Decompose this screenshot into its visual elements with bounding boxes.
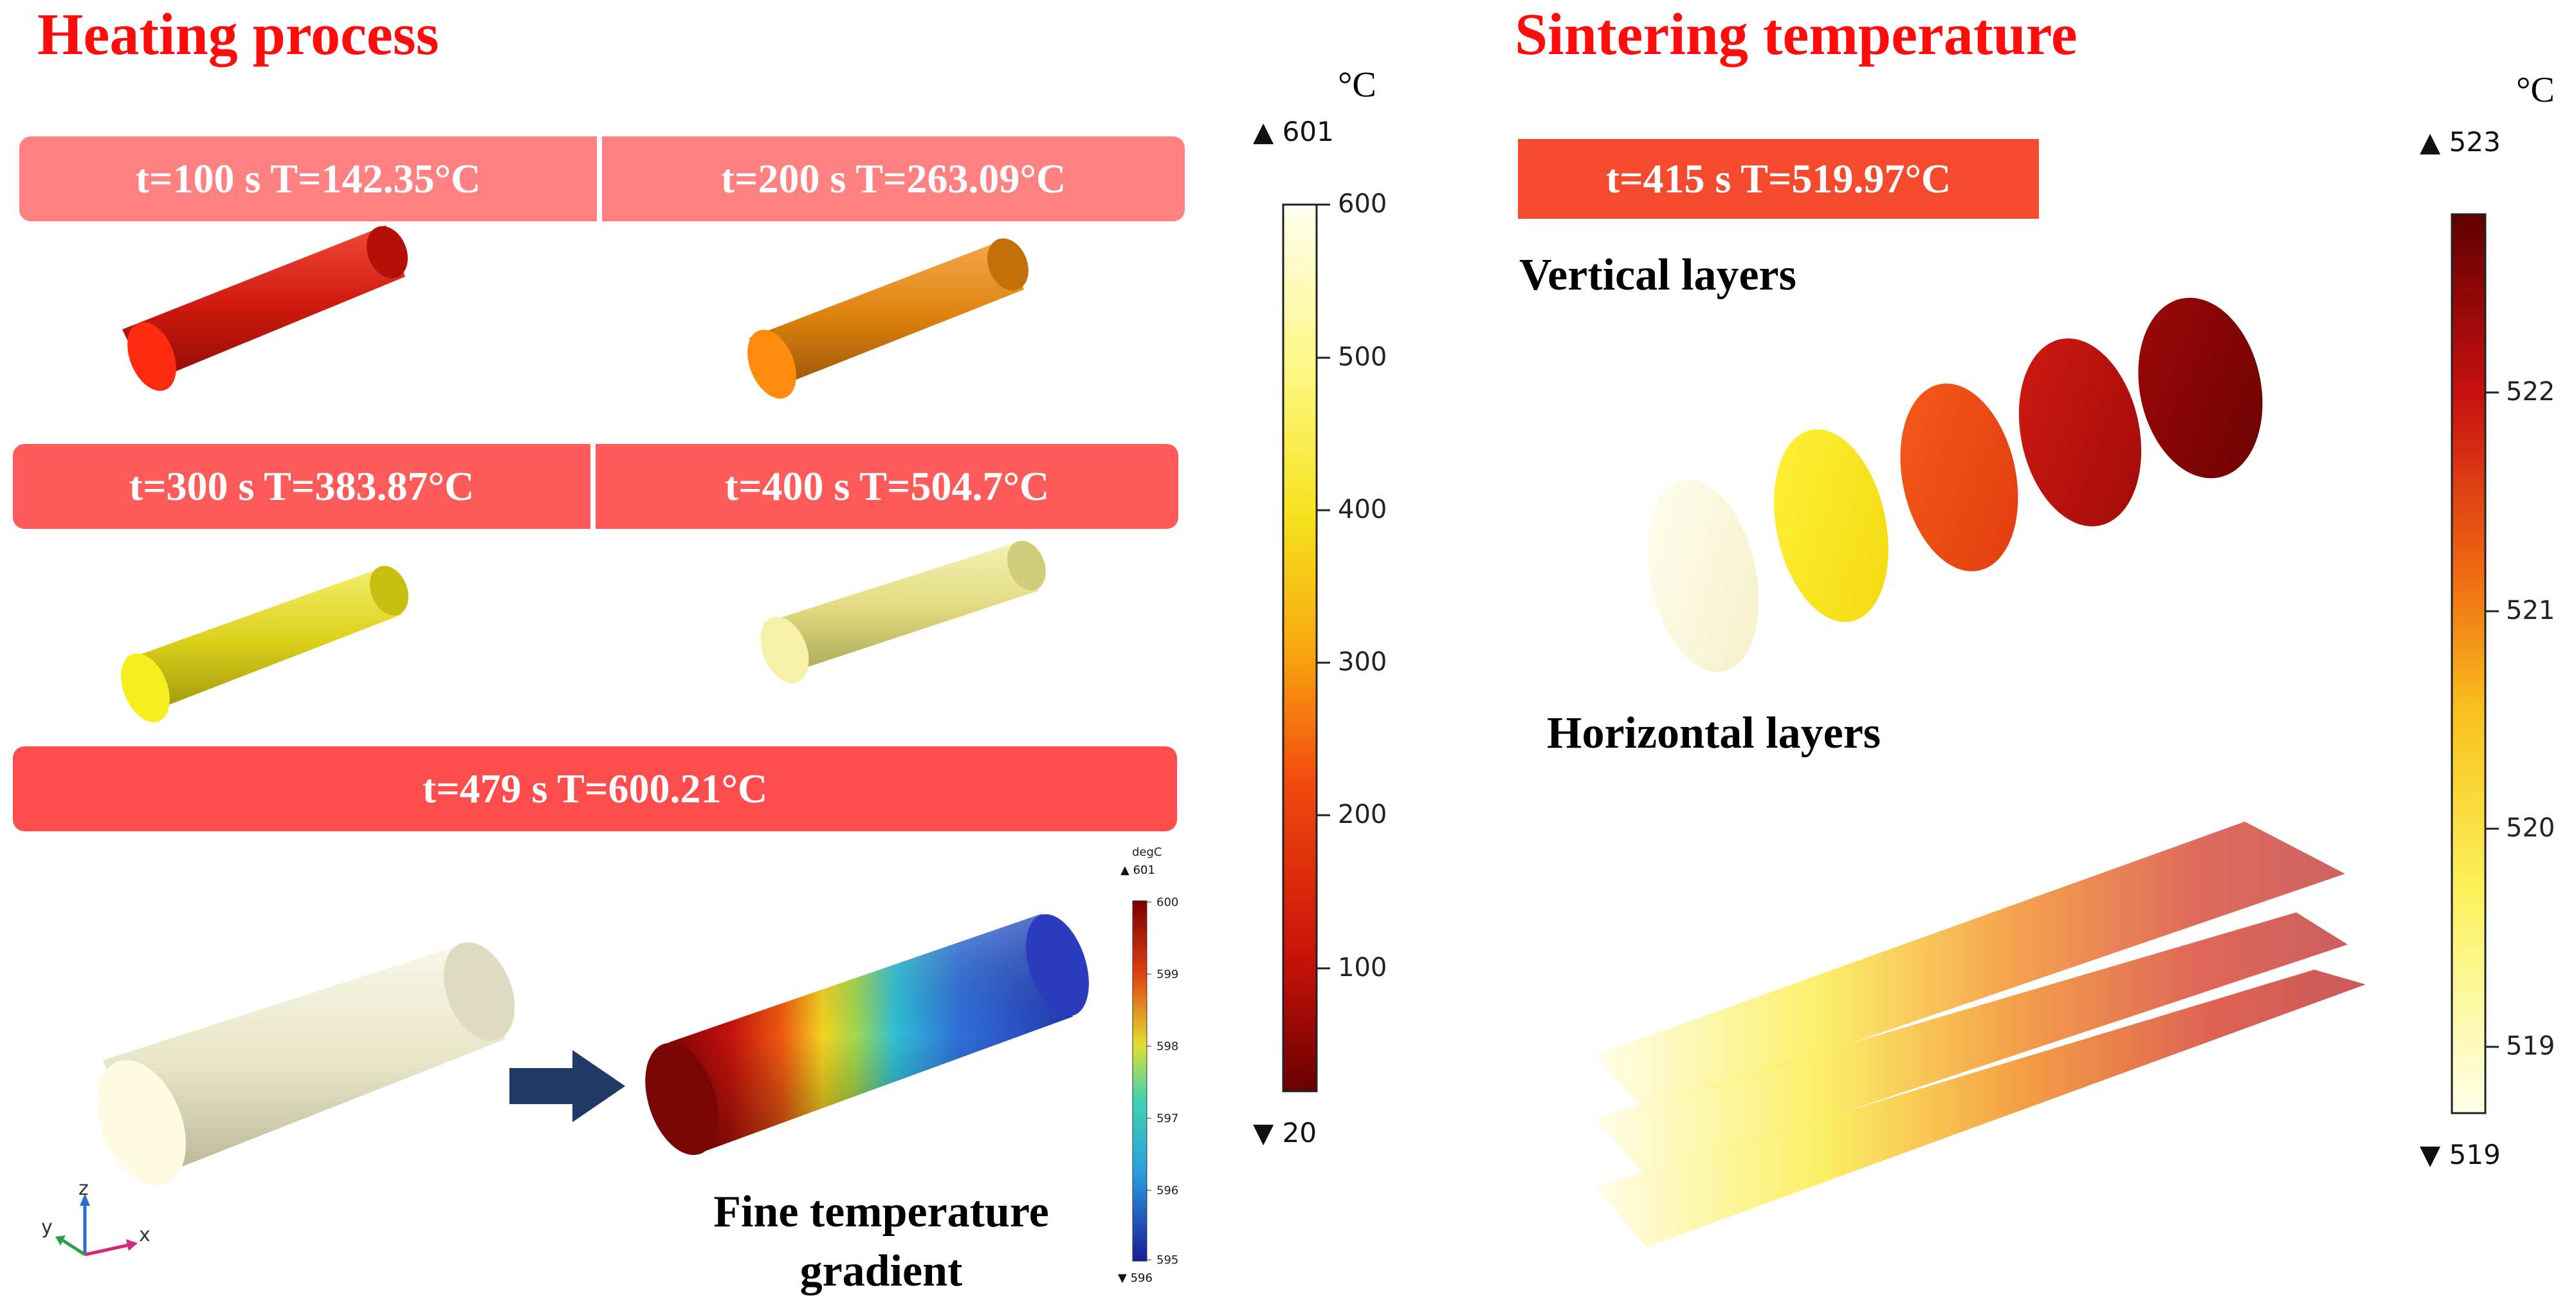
min-marker-icon: ▼ (2420, 1139, 2441, 1170)
heating-title: Heating process (37, 1, 439, 67)
rod-t200 (747, 238, 1028, 399)
vertical-layers-label: Vertical layers (1519, 250, 1796, 300)
small-tick-596: 596 (1156, 1184, 1179, 1197)
sintering-tick-520: 520 (2506, 813, 2555, 843)
heating-tick-400: 400 (1338, 495, 1387, 524)
sintering-title: Sintering temperature (1515, 1, 2078, 67)
heating-colorbar-unit: °C (1338, 65, 1376, 105)
sintering-colorbar (2451, 213, 2487, 1114)
label-box-t300: t=300 s T=383.87°C (13, 444, 590, 529)
vertical-layer-1 (1647, 479, 1759, 672)
heating-colorbar-min: ▼ 20 (1253, 1117, 1317, 1149)
sintering-colorbar-ticks (2485, 391, 2499, 1048)
heating-tick-300: 300 (1338, 647, 1387, 677)
gradient-caption: Fine temperature gradient (669, 1183, 1093, 1301)
vertical-layer-2 (1774, 429, 1888, 622)
vertical-layer-5 (2138, 297, 2263, 479)
heating-tick-600: 600 (1338, 189, 1387, 219)
sintering-tick-522: 522 (2506, 377, 2555, 407)
gradient-caption-line2: gradient (799, 1246, 963, 1296)
axis-x-label: x (139, 1224, 151, 1246)
sintering-colorbar-max: ▲ 523 (2420, 126, 2501, 158)
heating-tick-100: 100 (1338, 953, 1387, 982)
axis-y-label: y (41, 1216, 53, 1239)
horizontal-layers-label: Horizontal layers (1547, 708, 1881, 758)
sintering-colorbar-min: ▼ 519 (2420, 1139, 2501, 1170)
rod-t400 (760, 540, 1046, 683)
rod-t479 (96, 942, 515, 1186)
sintering-tick-519: 519 (2506, 1031, 2555, 1061)
label-box-t400: t=400 s T=504.7°C (596, 444, 1178, 529)
horizontal-layers (1595, 822, 2366, 1247)
heating-colorbar-ticks (1317, 203, 1330, 970)
label-box-t100: t=100 s T=142.35°C (19, 136, 597, 221)
vertical-layer-4 (2018, 338, 2142, 527)
label-t400: t=400 s T=504.7°C (724, 463, 1050, 509)
right-arrow-icon (509, 1050, 625, 1122)
heating-tick-500: 500 (1338, 342, 1387, 372)
max-marker-icon: ▲ (1120, 863, 1129, 877)
sintering-label-box: t=415 s T=519.97°C (1518, 139, 2039, 219)
sintering-label: t=415 s T=519.97°C (1605, 156, 1951, 201)
small-tick-599: 599 (1156, 968, 1179, 981)
rod-t300 (121, 566, 408, 723)
gradient-caption-line1: Fine temperature (713, 1187, 1049, 1237)
small-colorbar-min: ▼ 596 (1118, 1271, 1153, 1285)
sintering-tick-521: 521 (2506, 596, 2555, 625)
axis-triad-icon (55, 1194, 138, 1257)
max-marker-icon: ▲ (1253, 116, 1274, 147)
label-t300: t=300 s T=383.87°C (129, 463, 475, 509)
rod-fine-gradient (645, 914, 1089, 1156)
small-tick-597: 597 (1156, 1112, 1179, 1125)
label-t479: t=479 s T=600.21°C (422, 766, 768, 811)
label-t200: t=200 s T=263.09°C (720, 156, 1066, 201)
rod-t100 (122, 225, 408, 391)
axis-z-label: z (78, 1177, 89, 1200)
vertical-layer-3 (1900, 383, 2018, 571)
heating-colorbar (1282, 203, 1318, 1093)
label-box-t479: t=479 s T=600.21°C (13, 746, 1177, 831)
small-tick-598: 598 (1156, 1040, 1179, 1053)
min-marker-icon: ▼ (1253, 1117, 1274, 1149)
small-colorbar-unit: degC (1132, 845, 1162, 859)
label-t100: t=100 s T=142.35°C (135, 156, 481, 201)
label-box-t200: t=200 s T=263.09°C (602, 136, 1185, 221)
heating-colorbar-max: ▲ 601 (1253, 116, 1334, 147)
small-tick-595: 595 (1156, 1253, 1179, 1267)
min-marker-icon: ▼ (1118, 1271, 1127, 1285)
small-colorbar-max: ▲ 601 (1120, 863, 1155, 877)
sintering-colorbar-unit: °C (2516, 70, 2555, 110)
small-colorbar (1132, 900, 1147, 1262)
small-colorbar-ticks (1147, 901, 1151, 1260)
heating-tick-200: 200 (1338, 800, 1387, 829)
max-marker-icon: ▲ (2420, 126, 2441, 158)
small-tick-600: 600 (1156, 896, 1179, 909)
